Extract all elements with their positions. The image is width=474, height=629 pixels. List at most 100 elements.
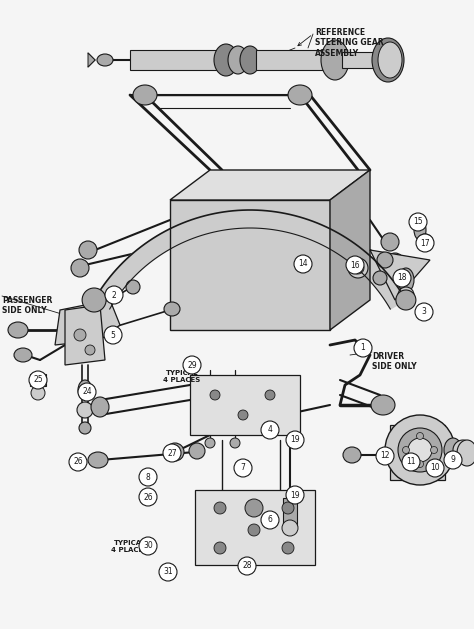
Circle shape: [139, 488, 157, 506]
Ellipse shape: [230, 438, 240, 448]
Ellipse shape: [378, 42, 402, 78]
Circle shape: [234, 459, 252, 477]
Ellipse shape: [352, 262, 364, 274]
Ellipse shape: [408, 438, 432, 462]
Circle shape: [238, 410, 248, 420]
Ellipse shape: [398, 287, 414, 303]
Text: 8: 8: [146, 472, 150, 482]
Circle shape: [248, 524, 260, 536]
Ellipse shape: [97, 54, 113, 66]
Circle shape: [430, 447, 438, 454]
Ellipse shape: [386, 253, 404, 271]
Text: 16: 16: [350, 260, 360, 269]
Text: 6: 6: [267, 516, 273, 525]
Circle shape: [426, 459, 444, 477]
Text: 4: 4: [267, 425, 273, 435]
Circle shape: [214, 542, 226, 554]
Bar: [283, 498, 297, 526]
Ellipse shape: [444, 438, 462, 462]
Ellipse shape: [31, 386, 45, 400]
Polygon shape: [370, 250, 430, 300]
Text: 14: 14: [298, 260, 308, 269]
Ellipse shape: [166, 443, 184, 461]
Circle shape: [402, 447, 410, 454]
Text: 1: 1: [361, 343, 365, 352]
Circle shape: [29, 371, 47, 389]
Polygon shape: [94, 210, 406, 309]
Ellipse shape: [14, 348, 32, 362]
Text: 11: 11: [406, 457, 416, 467]
Text: TYPICAL
4 PLACES: TYPICAL 4 PLACES: [164, 370, 201, 383]
Polygon shape: [170, 170, 370, 200]
Circle shape: [183, 356, 201, 374]
Circle shape: [286, 486, 304, 504]
Circle shape: [282, 502, 294, 514]
Circle shape: [69, 453, 87, 471]
Ellipse shape: [133, 85, 157, 105]
Polygon shape: [330, 170, 370, 330]
Polygon shape: [65, 305, 105, 365]
Text: 29: 29: [187, 360, 197, 369]
Circle shape: [444, 451, 462, 469]
Ellipse shape: [189, 443, 205, 459]
Ellipse shape: [381, 233, 399, 251]
Ellipse shape: [91, 397, 109, 417]
Ellipse shape: [240, 46, 260, 74]
Text: 5: 5: [110, 330, 116, 340]
Text: 26: 26: [143, 493, 153, 501]
Circle shape: [163, 444, 181, 462]
Text: 26: 26: [73, 457, 83, 467]
Text: REFERENCE
STEERING GEAR
ASSEMBLY: REFERENCE STEERING GEAR ASSEMBLY: [315, 28, 383, 58]
Ellipse shape: [453, 440, 473, 460]
Text: 3: 3: [421, 308, 427, 316]
Text: 24: 24: [82, 387, 92, 396]
Text: 7: 7: [241, 464, 246, 472]
Ellipse shape: [282, 520, 298, 536]
Ellipse shape: [417, 234, 433, 250]
Ellipse shape: [74, 329, 86, 341]
Ellipse shape: [343, 447, 361, 463]
Ellipse shape: [213, 378, 231, 396]
Ellipse shape: [79, 241, 97, 259]
Circle shape: [159, 563, 177, 581]
Circle shape: [282, 542, 294, 554]
Text: 25: 25: [33, 376, 43, 384]
Bar: [256, 50, 326, 70]
Text: 19: 19: [290, 491, 300, 499]
Ellipse shape: [8, 322, 28, 338]
Ellipse shape: [126, 280, 140, 294]
Text: 18: 18: [397, 274, 407, 282]
Ellipse shape: [398, 268, 414, 292]
Circle shape: [393, 269, 411, 287]
Circle shape: [210, 390, 220, 400]
Ellipse shape: [457, 440, 474, 466]
Circle shape: [105, 286, 123, 304]
Ellipse shape: [396, 290, 416, 310]
Ellipse shape: [398, 428, 442, 472]
Polygon shape: [88, 53, 95, 67]
Circle shape: [402, 453, 420, 471]
Text: DRIVER
SIDE ONLY: DRIVER SIDE ONLY: [372, 352, 417, 371]
Ellipse shape: [348, 258, 368, 278]
Ellipse shape: [205, 438, 215, 448]
Text: TYPICAL
4 PLACES: TYPICAL 4 PLACES: [111, 540, 149, 553]
Text: 27: 27: [167, 448, 177, 457]
Ellipse shape: [371, 395, 395, 415]
Text: 10: 10: [430, 464, 440, 472]
Circle shape: [417, 460, 423, 467]
Circle shape: [139, 468, 157, 486]
Ellipse shape: [78, 380, 92, 400]
Text: 12: 12: [380, 452, 390, 460]
Ellipse shape: [321, 40, 349, 80]
Circle shape: [354, 339, 372, 357]
Circle shape: [104, 326, 122, 344]
Polygon shape: [55, 300, 120, 345]
Circle shape: [415, 303, 433, 321]
Text: 9: 9: [451, 455, 456, 464]
Ellipse shape: [85, 345, 95, 355]
Circle shape: [286, 431, 304, 449]
Ellipse shape: [385, 415, 455, 485]
Circle shape: [139, 537, 157, 555]
Ellipse shape: [377, 252, 393, 268]
Ellipse shape: [228, 46, 248, 74]
